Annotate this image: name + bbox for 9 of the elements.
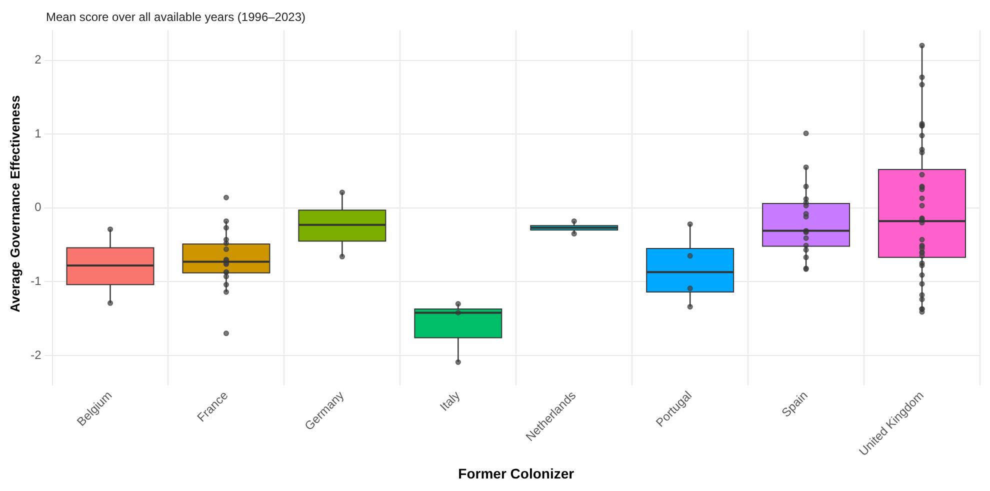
y-axis-title: Average Governance Effectiveness bbox=[7, 95, 22, 312]
y-tick-label: 2 bbox=[34, 52, 42, 67]
y-tick-label: 1 bbox=[34, 126, 42, 140]
x-tick-label: Italy bbox=[437, 388, 463, 414]
x-axis-title: Former Colonizer bbox=[458, 465, 575, 482]
chart-subtitle: Mean score over all available years (1996–2023) bbox=[46, 10, 306, 24]
y-tick-label: -1 bbox=[30, 274, 42, 288]
y-tick-label: 0 bbox=[34, 200, 42, 214]
y-tick-label: -2 bbox=[30, 348, 42, 362]
